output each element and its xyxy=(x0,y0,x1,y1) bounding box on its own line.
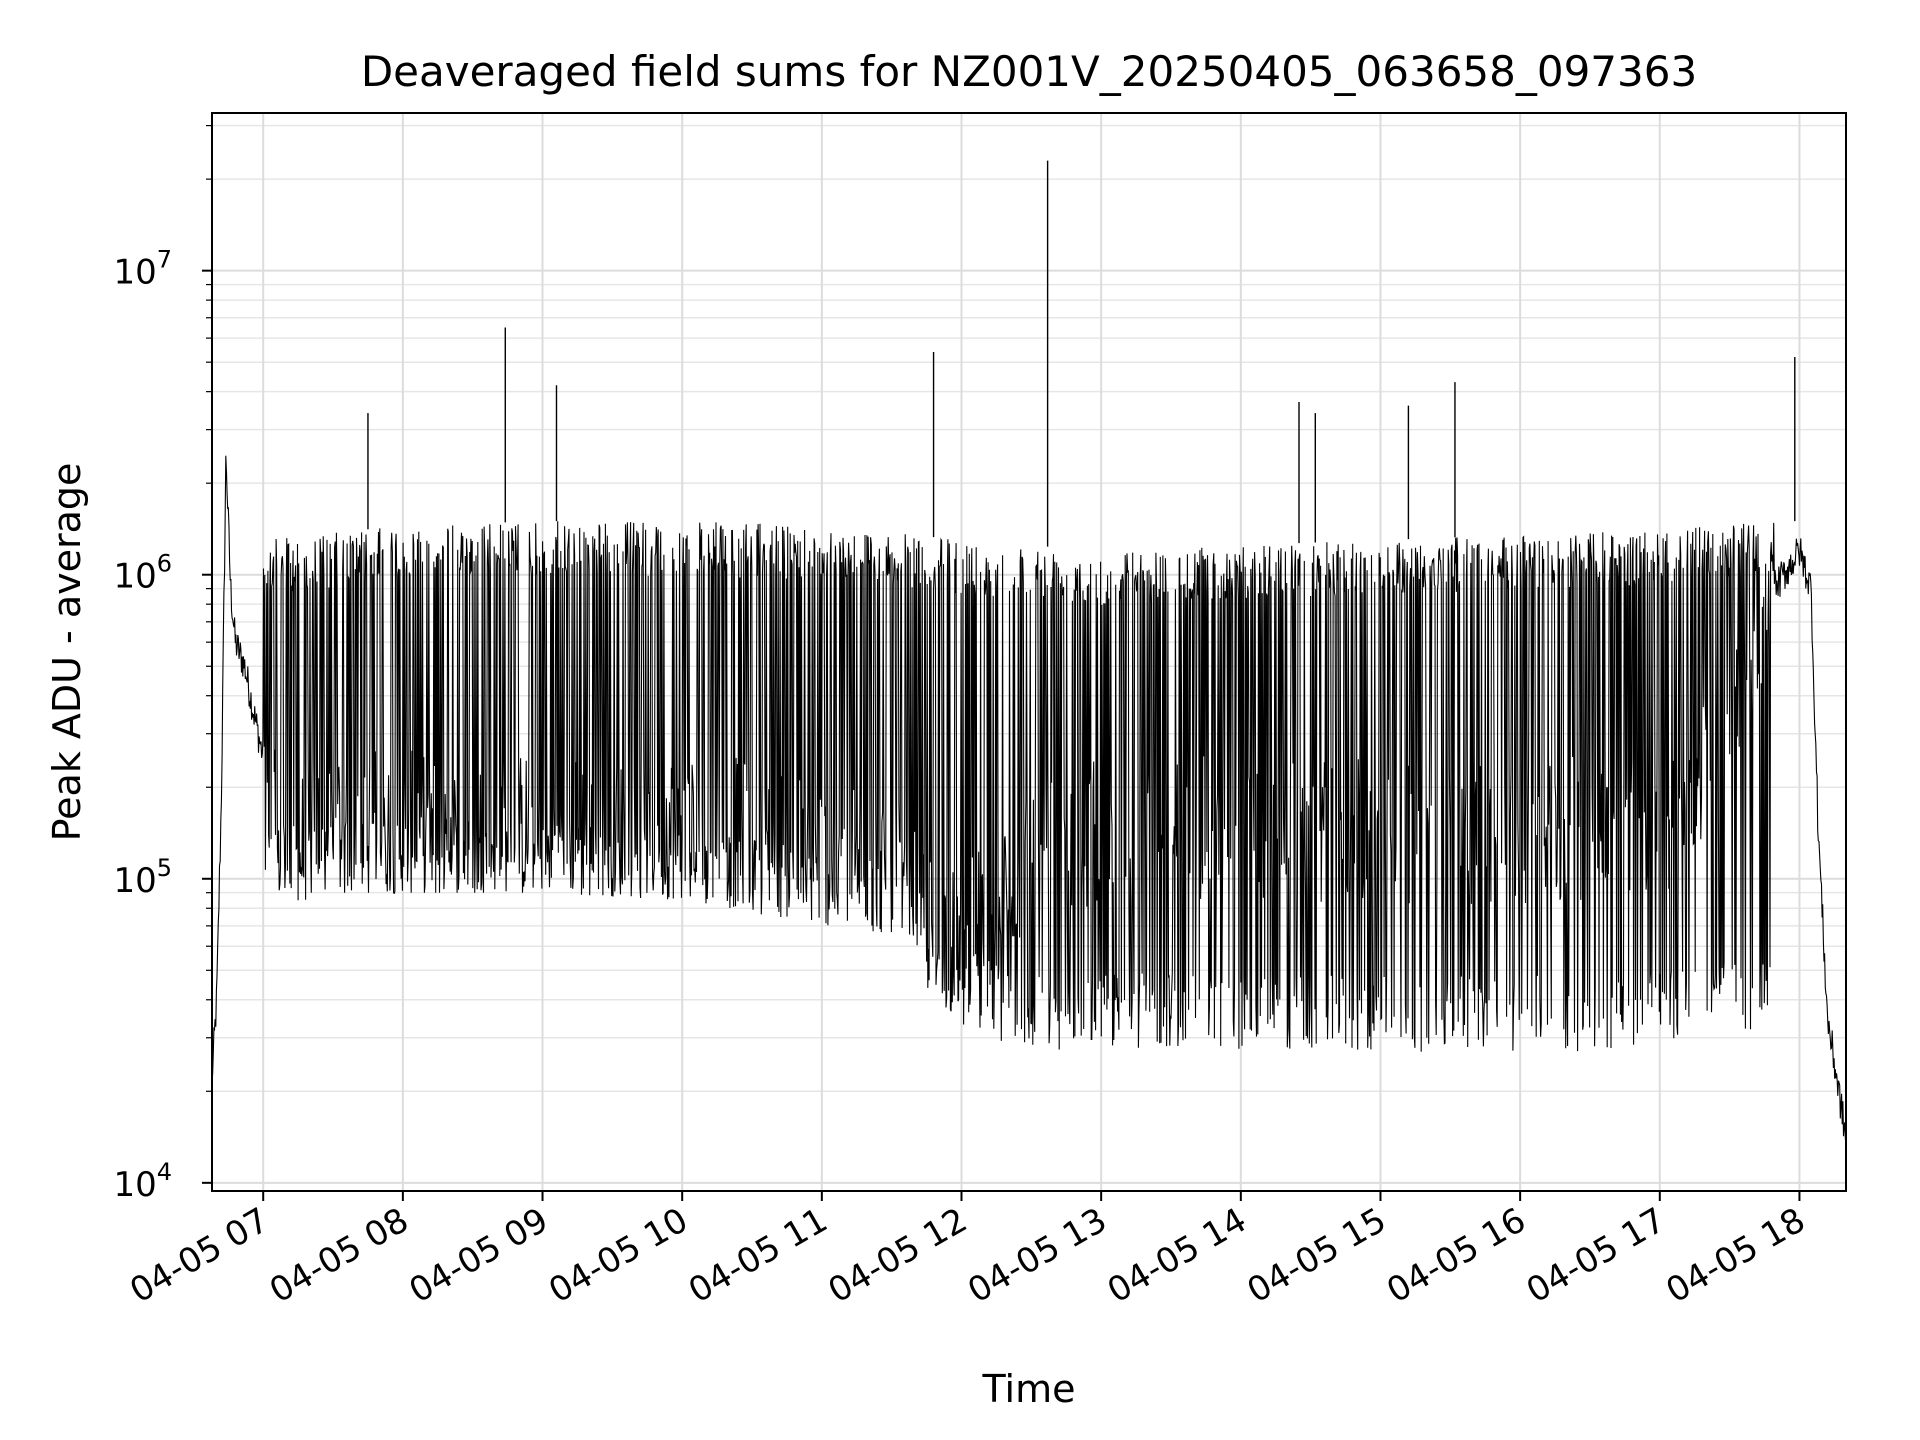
plot-frame xyxy=(211,112,1847,1192)
y-tick-label: 105 xyxy=(113,854,172,901)
y-tick-label: 104 xyxy=(113,1158,172,1205)
y-tick-label: 106 xyxy=(113,550,172,597)
y-axis: 104 105 106 107 xyxy=(113,124,212,1205)
series-group xyxy=(211,160,1847,1140)
y-tick-label: 107 xyxy=(113,246,172,293)
series-line xyxy=(211,455,1847,1140)
x-axis-label: Time xyxy=(982,1367,1076,1411)
y-axis-label: Peak ADU - average xyxy=(45,463,89,842)
chart-title: Deaveraged field sums for NZ001V_2025040… xyxy=(361,47,1697,96)
